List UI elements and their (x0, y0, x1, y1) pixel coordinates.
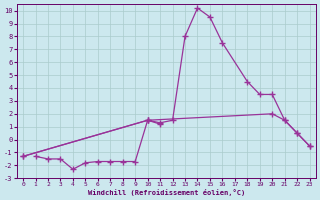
X-axis label: Windchill (Refroidissement éolien,°C): Windchill (Refroidissement éolien,°C) (88, 189, 245, 196)
